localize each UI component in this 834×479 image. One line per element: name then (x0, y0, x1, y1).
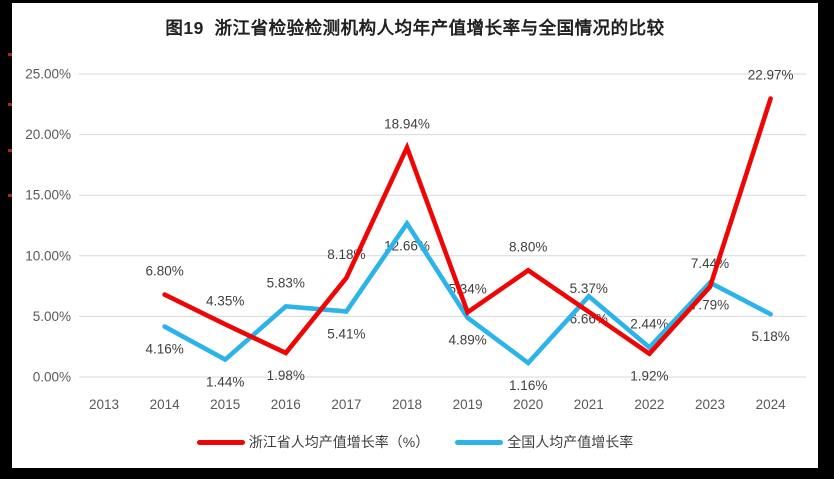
y-tick-label: 0.00% (33, 370, 71, 385)
data-label: 7.79% (691, 298, 729, 313)
frame-bar-top (0, 0, 834, 3)
data-label: 1.98% (267, 368, 305, 383)
frame-bar-right (818, 0, 834, 479)
data-label: 2.44% (630, 316, 668, 331)
x-tick-label: 2020 (513, 397, 543, 412)
frame-bar-bottom (0, 468, 834, 479)
x-tick-label: 2024 (756, 397, 787, 412)
y-tick-label: 10.00% (25, 248, 71, 263)
line-national (162, 219, 773, 367)
x-tick-label: 2016 (271, 397, 301, 412)
y-tick-label: 5.00% (33, 309, 71, 324)
data-label: 1.44% (206, 375, 244, 390)
data-label: 5.18% (751, 329, 789, 344)
data-label: 7.44% (691, 256, 729, 271)
legend-item-national: 全国人均产值增长率 (455, 432, 633, 452)
x-tick-label: 2019 (453, 397, 483, 412)
line-zhejiang (162, 96, 773, 357)
x-tick-label: 2017 (331, 397, 361, 412)
y-tick-label: 25.00% (25, 67, 71, 82)
data-label: 4.89% (448, 333, 486, 348)
red-speck (8, 149, 12, 152)
y-tick-label: 20.00% (25, 127, 71, 142)
legend-label-national: 全国人均产值增长率 (507, 434, 634, 450)
x-tick-label: 2015 (210, 397, 240, 412)
data-label: 5.41% (327, 326, 365, 341)
data-label: 5.37% (570, 281, 608, 296)
x-tick-label: 2023 (695, 397, 725, 412)
data-label: 1.16% (509, 378, 547, 393)
legend-swatch-red-line (196, 439, 245, 445)
red-speck (8, 194, 12, 197)
x-tick-label: 2013 (89, 397, 119, 412)
red-speck (8, 103, 12, 106)
data-label: 4.35% (206, 293, 244, 308)
legend-swatch-blue-line (455, 439, 504, 445)
data-label: 1.92% (630, 369, 668, 384)
chart-title: 图19 浙江省检验检测机构人均年产值增长率与全国情况的比较 (165, 18, 665, 38)
data-label: 6.80% (145, 264, 183, 279)
x-tick-label: 2018 (392, 397, 422, 412)
legend-label-zhejiang: 浙江省人均产值增长率（%） (248, 434, 430, 450)
data-label: 5.83% (267, 275, 305, 290)
legend-item-zhejiang: 浙江省人均产值增长率（%） (196, 432, 430, 452)
x-tick-label: 2014 (150, 397, 181, 412)
data-label: 8.80% (509, 239, 547, 254)
data-label: 4.16% (145, 342, 183, 357)
legend: 浙江省人均产值增长率（%） 全国人均产值增长率 (12, 431, 818, 453)
x-tick-label: 2022 (634, 397, 664, 412)
red-speck (8, 53, 12, 56)
data-label: 18.94% (384, 116, 430, 131)
frame-bar-left (0, 0, 12, 479)
x-tick-label: 2021 (574, 397, 604, 412)
data-label: 22.97% (748, 68, 794, 83)
y-tick-label: 15.00% (25, 188, 71, 203)
data-label: 6.66% (570, 311, 608, 326)
